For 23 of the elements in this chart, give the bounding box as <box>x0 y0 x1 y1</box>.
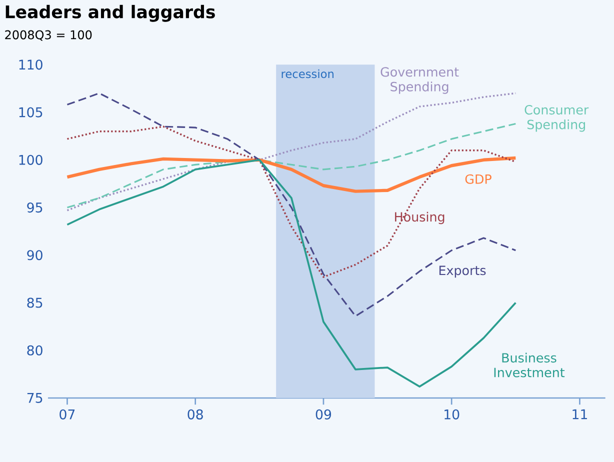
band-label: recession <box>282 69 334 78</box>
y-tick-label: 100 <box>19 154 42 165</box>
y-tick-label: 85 <box>27 298 42 308</box>
series-label: GDP <box>465 174 492 184</box>
y-tick-label: 80 <box>27 345 42 356</box>
chart-title: Leaders and laggards <box>6 4 215 22</box>
y-tick-label: 75 <box>27 393 42 403</box>
x-tick-label: 10 <box>444 409 460 420</box>
line-series <box>66 92 516 317</box>
series-label: Consumer Spending <box>524 105 589 132</box>
series-label: Housing <box>395 212 444 224</box>
chart-subtitle: 2008Q3 = 100 <box>5 30 92 41</box>
x-tick-label: 07 <box>60 409 75 420</box>
x-tick-label: 08 <box>188 409 203 420</box>
y-tick-label: 95 <box>27 202 42 213</box>
series-label: Government Spending <box>380 67 459 94</box>
y-tick-label: 90 <box>27 250 42 260</box>
y-tick-label: 110 <box>19 60 42 70</box>
series-label: Business Investment <box>494 352 565 378</box>
series-label: Exports <box>439 266 486 278</box>
x-tick-label: 11 <box>572 409 587 420</box>
x-tick-label: 09 <box>316 409 332 420</box>
y-tick-label: 105 <box>19 107 42 118</box>
